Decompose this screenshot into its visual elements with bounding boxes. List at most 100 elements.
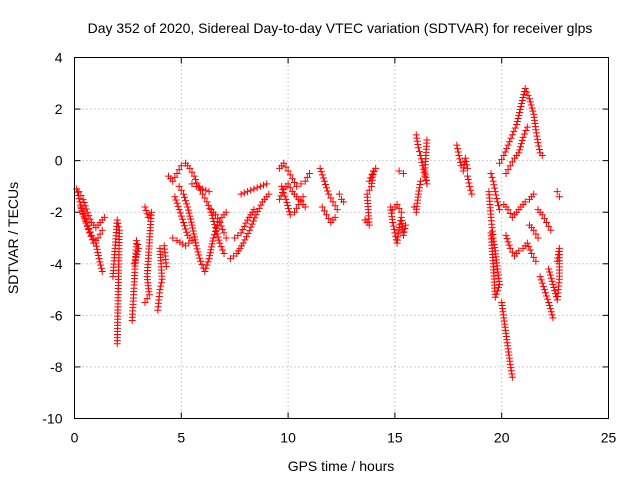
x-tick-label: 20 (494, 430, 510, 446)
data-point (462, 158, 470, 166)
data-point (88, 236, 96, 244)
data-point (276, 195, 284, 203)
data-point (494, 284, 502, 292)
data-point (528, 104, 536, 112)
data-point (214, 215, 222, 223)
data-point (285, 208, 293, 216)
data-point (465, 179, 473, 187)
data-point (506, 244, 514, 252)
data-point (547, 274, 555, 282)
data-point (414, 144, 422, 152)
data-point (248, 220, 256, 228)
data-point (96, 230, 104, 238)
x-axis-label: GPS time / hours (288, 458, 395, 474)
data-point (291, 179, 299, 187)
data-point (414, 141, 422, 149)
data-point (251, 214, 259, 222)
data-point (247, 186, 255, 194)
data-point (195, 251, 203, 259)
grid-lines (74, 57, 609, 419)
data-point (240, 222, 248, 230)
data-point (504, 238, 512, 246)
x-tick-labels: 0 5 10 15 20 25 (71, 430, 617, 446)
data-point (508, 373, 516, 381)
data-point (401, 225, 409, 233)
data-point (416, 180, 424, 188)
data-point (284, 180, 292, 188)
data-point (543, 292, 551, 300)
data-point (177, 212, 185, 220)
y-tick-label: -2 (50, 204, 63, 220)
data-point (249, 217, 257, 225)
data-point (86, 215, 94, 223)
data-point (370, 168, 378, 176)
data-point (321, 180, 329, 188)
data-point (220, 229, 228, 237)
data-point (265, 190, 273, 198)
data-point (456, 155, 464, 163)
data-point (173, 237, 181, 245)
data-point (532, 129, 540, 137)
data-point (516, 109, 523, 117)
data-point (257, 201, 265, 209)
data-point (211, 221, 219, 229)
data-point (323, 211, 331, 219)
data-point (545, 265, 553, 273)
data-point (291, 208, 299, 216)
data-point (255, 204, 263, 212)
data-point (176, 238, 184, 246)
data-point (546, 302, 554, 310)
data-point (286, 184, 294, 192)
data-point (402, 221, 410, 229)
data-point (303, 173, 311, 181)
data-point (192, 242, 200, 250)
data-point (195, 184, 203, 192)
data-point (548, 277, 556, 285)
plot-frame (74, 57, 609, 419)
data-point (217, 222, 225, 230)
data-point (500, 151, 508, 159)
data-point (490, 181, 498, 189)
data-point (533, 132, 541, 140)
data-point (550, 284, 558, 292)
data-point (456, 158, 464, 166)
data-point (543, 219, 551, 227)
data-point (414, 190, 422, 198)
data-point (507, 364, 515, 372)
data-point (493, 198, 501, 206)
data-point (320, 207, 328, 215)
data-point (256, 182, 264, 190)
data-point (284, 167, 292, 175)
data-point (526, 246, 534, 254)
data-point (178, 215, 186, 223)
data-point (554, 251, 562, 259)
data-point (517, 102, 525, 110)
data-point (202, 264, 210, 272)
data-point (413, 137, 421, 145)
data-point (254, 208, 262, 216)
data-point (186, 164, 194, 172)
data-point (525, 243, 533, 251)
data-point (156, 244, 164, 252)
data-point (498, 155, 506, 163)
data-point (208, 240, 216, 248)
data-point (327, 194, 335, 202)
data-point (506, 162, 514, 170)
y-tick-label: -10 (42, 411, 62, 427)
data-point (171, 193, 179, 201)
data-point (204, 258, 212, 266)
data-point (541, 289, 549, 297)
data-point (513, 118, 521, 126)
data-point (190, 230, 198, 238)
data-point (183, 228, 191, 236)
data-point (247, 223, 255, 231)
data-point (196, 254, 204, 262)
data-point (75, 188, 83, 196)
data-point (491, 184, 499, 192)
data-point (496, 159, 504, 167)
data-point (284, 202, 292, 210)
data-point (518, 99, 526, 107)
data-point (488, 173, 496, 181)
data-point (415, 184, 423, 192)
data-point (463, 161, 471, 169)
